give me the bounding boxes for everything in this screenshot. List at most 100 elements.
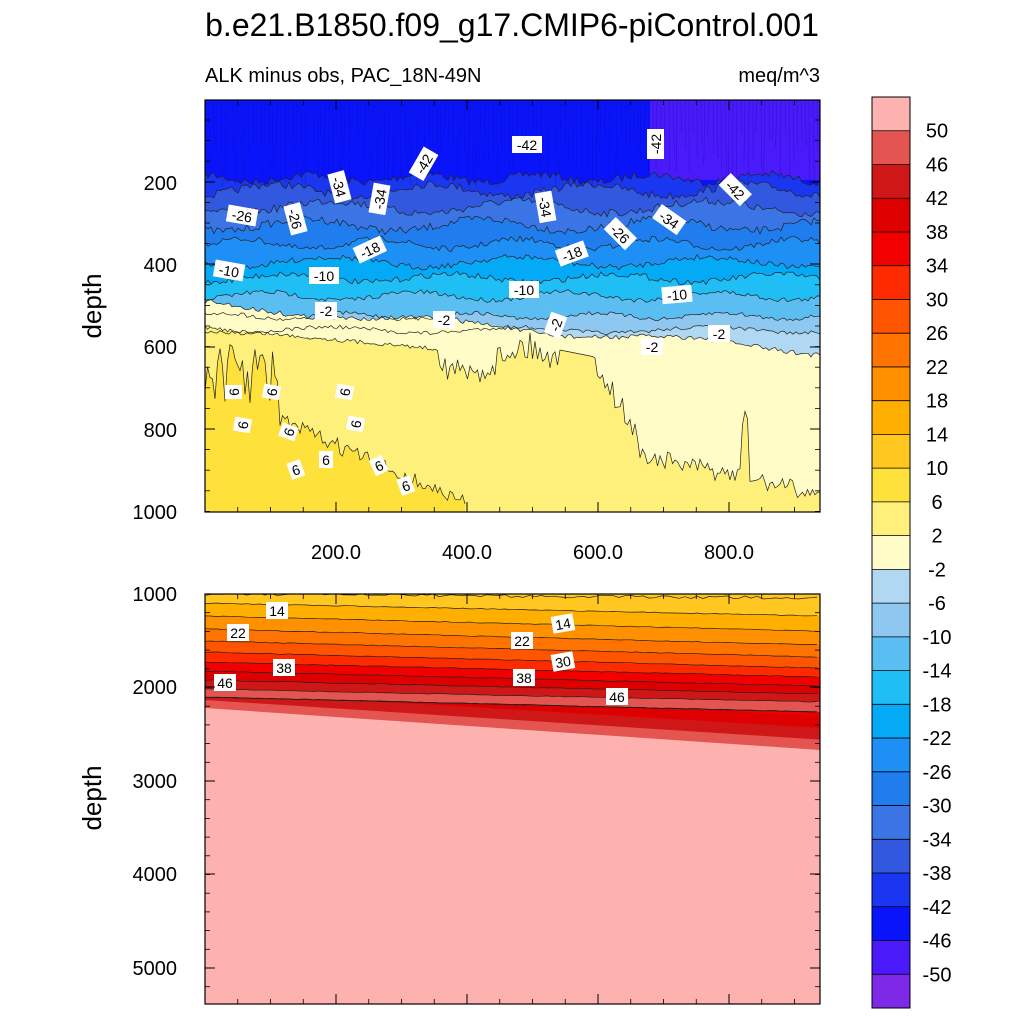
upper-ytick-200: 200 [144, 173, 177, 195]
upper-contour-label-bg [647, 129, 664, 159]
upper-contour-label-text: -26 [285, 207, 306, 231]
upper-contour-label-text: 6 [322, 452, 330, 468]
lower-contour-line-4 [205, 661, 818, 678]
colorbar-label: 34 [926, 256, 948, 278]
upper-contour-label-text: -2 [320, 303, 333, 319]
lower-contour-label-text: 22 [230, 625, 246, 641]
upper-contour-line-5 [205, 254, 820, 271]
upper-contour-label: -10 [661, 284, 693, 305]
upper-streak [559, 100, 562, 173]
colorbar-label: 42 [926, 188, 948, 210]
colorbar-label: -10 [923, 627, 952, 649]
lower-contour-label-text: 38 [276, 660, 292, 676]
lower-ytick-5000: 5000 [133, 958, 178, 980]
lower-ticks [205, 593, 820, 1004]
upper-streak [247, 100, 250, 155]
upper-streak [439, 100, 442, 175]
upper-streak [547, 100, 550, 176]
upper-contour-line-2 [205, 325, 820, 499]
upper-streak [436, 100, 439, 162]
upper-contour-label-text: 6 [263, 387, 280, 398]
upper-contour-line-3 [205, 214, 820, 236]
upper-contour-label-bg [352, 235, 387, 264]
upper-streak [479, 100, 482, 164]
upper-contour-label-text: -42 [648, 134, 664, 154]
lower-contour-line-2 [205, 679, 818, 695]
upper-contour-label: -34 [534, 190, 557, 224]
upper-contour-label: -10 [509, 281, 539, 298]
upper-streak [587, 100, 590, 168]
upper-streak [351, 100, 354, 133]
upper-contour-label-bg [225, 204, 259, 227]
upper-contour-line-7 [205, 289, 820, 303]
upper-contour-line-4 [205, 235, 820, 253]
colorbar-label: 6 [931, 492, 942, 514]
upper-contour-label-text: -18 [560, 243, 585, 265]
lower-contour-label: 30 [550, 651, 576, 672]
upper-streak [620, 100, 623, 139]
lower-contour-line-9 [205, 602, 818, 617]
lower-contour-label-bg [227, 624, 249, 641]
lower-contour-line-3 [205, 670, 818, 687]
upper-streak [323, 100, 326, 180]
upper-contour-label: 6 [334, 383, 355, 401]
upper-contour-label-bg [283, 202, 308, 236]
upper-streak [300, 100, 303, 187]
upper-contour-label: -10 [212, 259, 246, 282]
upper-contour-label-bg [718, 173, 752, 207]
colorbar-swatch [872, 805, 910, 840]
lower-contour-label-bg [513, 669, 535, 686]
lower-contour-label: 46 [214, 674, 236, 691]
upper-ticks [205, 100, 820, 513]
colorbar-label: 22 [926, 357, 948, 379]
upper-streak [275, 100, 278, 172]
upper-streak [240, 100, 243, 175]
colorbar-swatch [872, 434, 910, 469]
upper-contour-label: -42 [647, 129, 664, 159]
upper-streak [419, 100, 422, 136]
colorbar-label: 2 [931, 526, 942, 548]
upper-streak [788, 100, 791, 177]
upper-streak [488, 100, 490, 162]
upper-contour-label: -2 [315, 302, 337, 319]
lower-contour-line-8 [205, 615, 818, 632]
upper-contour-label-bg [309, 267, 339, 284]
upper-band-gold [205, 344, 465, 512]
upper-contour-label-bg [319, 451, 333, 468]
upper-streak [591, 100, 594, 189]
upper-streak [703, 100, 706, 165]
upper-streak [224, 100, 226, 180]
upper-contour-label-bg [661, 284, 693, 305]
upper-contour-label: 6 [225, 385, 242, 399]
colorbar-label: -18 [923, 694, 952, 716]
upper-contour-label: 6 [345, 415, 366, 433]
upper-contour-label: -26 [225, 204, 259, 227]
lower-contour-label: 22 [227, 624, 249, 641]
upper-contour-label-text: -2 [546, 316, 565, 333]
upper-contour-label-bg [368, 454, 389, 477]
upper-contour-label-bg [534, 190, 557, 224]
upper-contour-line-2 [205, 196, 820, 218]
colorbar-swatch [872, 771, 910, 806]
upper-contour-label-text: -34 [370, 187, 389, 210]
upper-streak [483, 100, 486, 163]
colorbar-label: -42 [923, 897, 952, 919]
upper-contour-label-text: 6 [226, 388, 242, 396]
upper-contour-label-bg [396, 475, 416, 496]
colorbar-swatch [872, 366, 910, 402]
colorbar-label: 10 [926, 458, 948, 480]
upper-streak [307, 100, 310, 132]
colorbar-label: -26 [923, 762, 952, 784]
upper-streak [312, 100, 315, 160]
upper-streak [292, 100, 295, 152]
upper-streak [379, 100, 382, 167]
upper-contour-label: 6 [261, 383, 282, 401]
upper-streak [343, 100, 346, 157]
lower-contour-label-bg [266, 602, 288, 619]
upper-streak [784, 100, 787, 136]
upper-contour-label: 6 [278, 422, 299, 442]
colorbar-label: 26 [926, 323, 948, 345]
upper-contour-label: -2 [708, 325, 730, 342]
upper-streak [792, 100, 795, 163]
upper-ytick-400: 400 [144, 255, 177, 277]
